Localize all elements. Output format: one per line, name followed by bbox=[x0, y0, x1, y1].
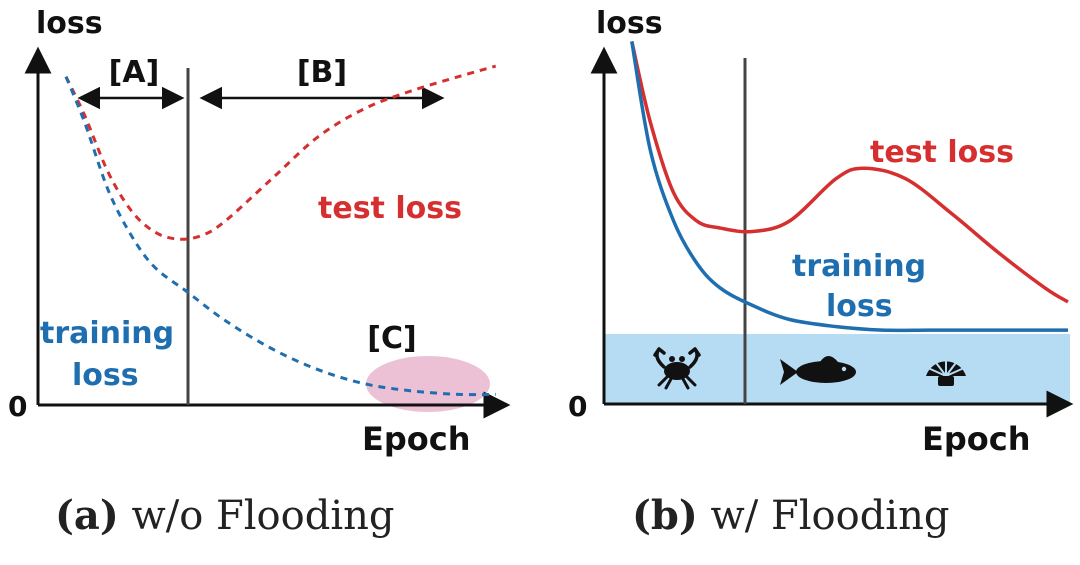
x-axis-label: Epoch bbox=[362, 420, 471, 458]
caption-a-label: (a) bbox=[55, 492, 119, 539]
training-loss-line bbox=[64, 76, 496, 397]
region-a-label: [A] bbox=[109, 55, 160, 90]
x-axis-label: Epoch bbox=[922, 420, 1031, 458]
caption-b-label: (b) bbox=[632, 492, 698, 539]
panel-b: loss 0 Epoch test loss training loss bbox=[568, 6, 1074, 458]
caption-a-text: w/o Flooding bbox=[131, 493, 395, 539]
test-loss-label: test loss bbox=[318, 191, 462, 226]
caption-b: (b) w/ Flooding bbox=[632, 492, 949, 539]
training-loss-label-line2: loss bbox=[826, 289, 893, 324]
training-loss-label-line1: training bbox=[40, 316, 174, 351]
region-c-label: [C] bbox=[367, 321, 416, 356]
test-loss-line bbox=[64, 64, 497, 241]
origin-label: 0 bbox=[568, 390, 587, 423]
y-axis-label: loss bbox=[36, 6, 103, 41]
shell-icon bbox=[926, 356, 966, 386]
panel-a: [A] [B] [C] loss 0 Epoch test loss train… bbox=[8, 6, 511, 458]
region-b-label: [B] bbox=[297, 55, 347, 90]
training-loss-label-line2: loss bbox=[72, 358, 139, 393]
region-c-highlight bbox=[366, 356, 490, 412]
y-axis-label: loss bbox=[596, 6, 663, 41]
caption-a: (a) w/o Flooding bbox=[55, 492, 395, 539]
test-loss-label: test loss bbox=[870, 135, 1014, 170]
training-loss-label-line1: training bbox=[792, 249, 926, 284]
fish-icon bbox=[780, 356, 856, 385]
test-loss-line bbox=[630, 41, 1069, 304]
caption-b-text: w/ Flooding bbox=[710, 493, 950, 539]
crab-icon bbox=[653, 347, 701, 390]
origin-label: 0 bbox=[8, 390, 27, 423]
training-loss-line bbox=[630, 41, 1068, 333]
